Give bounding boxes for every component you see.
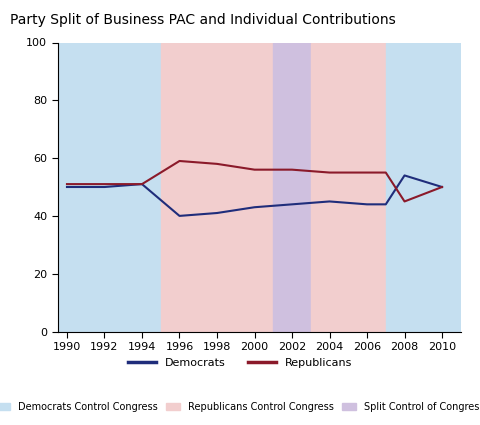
Text: Party Split of Business PAC and Individual Contributions: Party Split of Business PAC and Individu… [10,13,396,27]
Bar [58,42,161,332]
Bar [386,42,461,332]
Bar [311,42,386,332]
Bar [161,42,273,332]
Legend: Democrats, Republicans: Democrats, Republicans [124,354,356,373]
Legend: Democrats Control Congress, Republicans Control Congress, Split Control of Congr: Democrats Control Congress, Republicans … [0,398,480,416]
Bar [273,42,311,332]
